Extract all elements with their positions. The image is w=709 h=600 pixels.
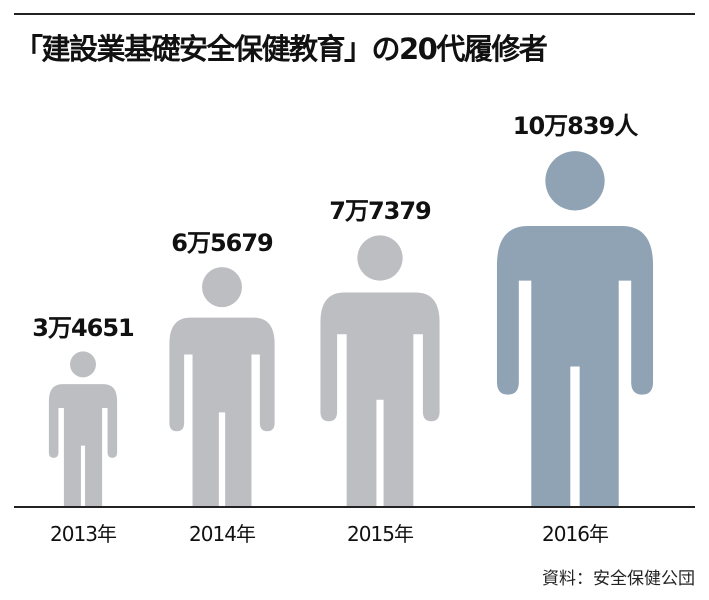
- person-mark: [48, 351, 118, 507]
- x-tick-label: 2013年: [50, 522, 117, 546]
- person-body: [320, 292, 440, 507]
- data-label: 3万4651: [32, 314, 134, 342]
- x-tick-label: 2014年: [189, 522, 256, 546]
- person-head: [357, 235, 403, 281]
- person-body: [496, 226, 654, 508]
- x-tick-label: 2015年: [347, 522, 414, 546]
- data-label: 6万5679: [171, 229, 273, 257]
- person-body: [169, 317, 275, 507]
- person-body: [48, 384, 118, 507]
- person-head: [545, 151, 605, 211]
- source-note: 資料：安全保健公団: [542, 569, 695, 589]
- person-mark: [320, 235, 440, 507]
- data-label: 10万839人: [513, 112, 638, 140]
- baseline: [14, 506, 695, 508]
- top-rule: [14, 13, 695, 15]
- person-head: [70, 351, 96, 378]
- x-tick-label: 2016年: [542, 522, 609, 546]
- person-mark: [169, 267, 275, 507]
- chart-title: 「建設業基礎安全保健教育」の20代履修者: [14, 32, 548, 66]
- person-mark: [496, 151, 654, 508]
- data-label: 7万7379: [329, 197, 431, 225]
- person-head: [202, 267, 242, 308]
